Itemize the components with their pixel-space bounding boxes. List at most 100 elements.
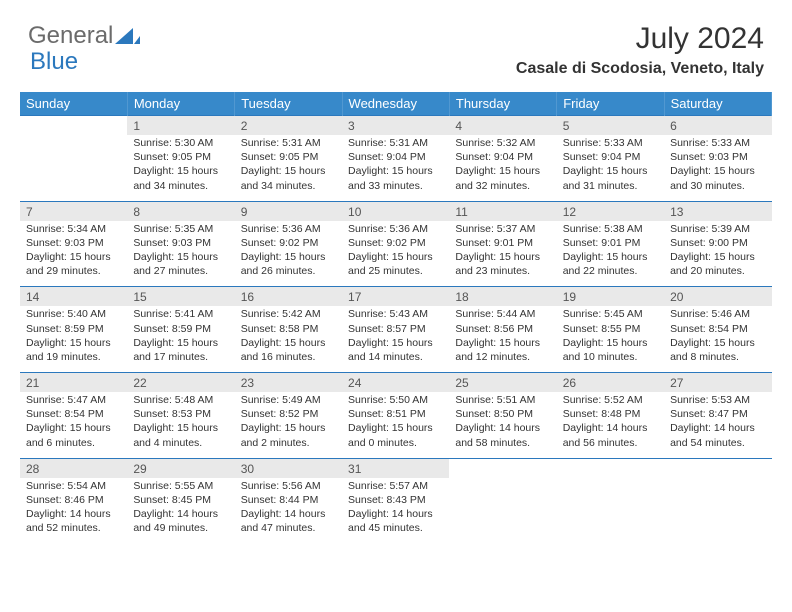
day-cell-number: 31 [342, 458, 449, 478]
day-cell-number: 7 [20, 201, 127, 221]
day-number: 17 [342, 287, 449, 306]
sunset-text: Sunset: 9:03 PM [133, 236, 228, 250]
day-info: Sunrise: 5:50 AMSunset: 8:51 PMDaylight:… [348, 393, 443, 450]
daylight-text: Daylight: 15 hours and 31 minutes. [563, 164, 658, 192]
day-cell-info: Sunrise: 5:47 AMSunset: 8:54 PMDaylight:… [20, 392, 127, 458]
day-number: 20 [664, 287, 771, 306]
daylight-text: Daylight: 15 hours and 22 minutes. [563, 250, 658, 278]
sunrise-text: Sunrise: 5:40 AM [26, 307, 121, 321]
day-cell-number: 26 [557, 373, 664, 393]
day-cell-number: 4 [449, 116, 556, 136]
day-info: Sunrise: 5:43 AMSunset: 8:57 PMDaylight:… [348, 307, 443, 364]
sunset-text: Sunset: 9:04 PM [348, 150, 443, 164]
sunrise-text: Sunrise: 5:51 AM [455, 393, 550, 407]
sunrise-text: Sunrise: 5:34 AM [26, 222, 121, 236]
daylight-text: Daylight: 15 hours and 20 minutes. [670, 250, 765, 278]
day-cell-number [664, 458, 771, 478]
daylight-text: Daylight: 15 hours and 17 minutes. [133, 336, 228, 364]
sunset-text: Sunset: 9:03 PM [26, 236, 121, 250]
day-number: 21 [20, 373, 127, 392]
day-number: 24 [342, 373, 449, 392]
day-cell-info: Sunrise: 5:38 AMSunset: 9:01 PMDaylight:… [557, 221, 664, 287]
day-info: Sunrise: 5:41 AMSunset: 8:59 PMDaylight:… [133, 307, 228, 364]
logo-mark-icon [115, 26, 141, 46]
day-info: Sunrise: 5:33 AMSunset: 9:03 PMDaylight:… [670, 136, 765, 193]
sunset-text: Sunset: 9:00 PM [670, 236, 765, 250]
day-info: Sunrise: 5:34 AMSunset: 9:03 PMDaylight:… [26, 222, 121, 279]
day-number: 18 [449, 287, 556, 306]
day-number: 23 [235, 373, 342, 392]
sunrise-text: Sunrise: 5:54 AM [26, 479, 121, 493]
day-cell-info: Sunrise: 5:54 AMSunset: 8:46 PMDaylight:… [20, 478, 127, 544]
sunrise-text: Sunrise: 5:43 AM [348, 307, 443, 321]
sunset-text: Sunset: 9:02 PM [241, 236, 336, 250]
day-info: Sunrise: 5:32 AMSunset: 9:04 PMDaylight:… [455, 136, 550, 193]
sunset-text: Sunset: 8:50 PM [455, 407, 550, 421]
day-info: Sunrise: 5:48 AMSunset: 8:53 PMDaylight:… [133, 393, 228, 450]
week-info-row: Sunrise: 5:40 AMSunset: 8:59 PMDaylight:… [20, 306, 772, 372]
sunrise-text: Sunrise: 5:33 AM [670, 136, 765, 150]
day-cell-number: 30 [235, 458, 342, 478]
daylight-text: Daylight: 15 hours and 19 minutes. [26, 336, 121, 364]
day-info: Sunrise: 5:47 AMSunset: 8:54 PMDaylight:… [26, 393, 121, 450]
day-number: 3 [342, 116, 449, 135]
sunrise-text: Sunrise: 5:44 AM [455, 307, 550, 321]
day-cell-number: 12 [557, 201, 664, 221]
sunset-text: Sunset: 9:04 PM [563, 150, 658, 164]
day-cell-info: Sunrise: 5:31 AMSunset: 9:05 PMDaylight:… [235, 135, 342, 201]
day-cell-info: Sunrise: 5:33 AMSunset: 9:03 PMDaylight:… [664, 135, 771, 201]
sunrise-text: Sunrise: 5:31 AM [348, 136, 443, 150]
day-info: Sunrise: 5:49 AMSunset: 8:52 PMDaylight:… [241, 393, 336, 450]
sunset-text: Sunset: 8:46 PM [26, 493, 121, 507]
logo-text-blue: Blue [30, 48, 78, 75]
day-cell-number: 25 [449, 373, 556, 393]
day-cell-number: 16 [235, 287, 342, 307]
day-info: Sunrise: 5:55 AMSunset: 8:45 PMDaylight:… [133, 479, 228, 536]
daylight-text: Daylight: 15 hours and 30 minutes. [670, 164, 765, 192]
day-cell-number: 28 [20, 458, 127, 478]
day-cell-info: Sunrise: 5:43 AMSunset: 8:57 PMDaylight:… [342, 306, 449, 372]
sunset-text: Sunset: 9:01 PM [563, 236, 658, 250]
sunset-text: Sunset: 8:59 PM [26, 322, 121, 336]
day-cell-number: 22 [127, 373, 234, 393]
day-info: Sunrise: 5:51 AMSunset: 8:50 PMDaylight:… [455, 393, 550, 450]
sunrise-text: Sunrise: 5:47 AM [26, 393, 121, 407]
day-number: 7 [20, 202, 127, 221]
day-cell-number: 1 [127, 116, 234, 136]
sunrise-text: Sunrise: 5:37 AM [455, 222, 550, 236]
day-cell-info: Sunrise: 5:34 AMSunset: 9:03 PMDaylight:… [20, 221, 127, 287]
sunset-text: Sunset: 8:59 PM [133, 322, 228, 336]
sunset-text: Sunset: 8:57 PM [348, 322, 443, 336]
day-number: 28 [20, 459, 127, 478]
sunrise-text: Sunrise: 5:41 AM [133, 307, 228, 321]
day-number: 27 [664, 373, 771, 392]
day-header: Wednesday [342, 92, 449, 116]
day-number: 19 [557, 287, 664, 306]
logo-text-general: General [28, 22, 113, 50]
daylight-text: Daylight: 15 hours and 2 minutes. [241, 421, 336, 449]
day-cell-info: Sunrise: 5:57 AMSunset: 8:43 PMDaylight:… [342, 478, 449, 544]
daylight-text: Daylight: 14 hours and 47 minutes. [241, 507, 336, 535]
sunset-text: Sunset: 8:44 PM [241, 493, 336, 507]
day-number: 29 [127, 459, 234, 478]
day-info: Sunrise: 5:57 AMSunset: 8:43 PMDaylight:… [348, 479, 443, 536]
day-number: 15 [127, 287, 234, 306]
day-cell-number: 14 [20, 287, 127, 307]
week-daynum-row: 123456 [20, 116, 772, 136]
day-info: Sunrise: 5:56 AMSunset: 8:44 PMDaylight:… [241, 479, 336, 536]
daylight-text: Daylight: 15 hours and 34 minutes. [133, 164, 228, 192]
day-cell-number: 13 [664, 201, 771, 221]
sunrise-text: Sunrise: 5:32 AM [455, 136, 550, 150]
sunrise-text: Sunrise: 5:46 AM [670, 307, 765, 321]
day-cell-number: 29 [127, 458, 234, 478]
day-number: 1 [127, 116, 234, 135]
week-daynum-row: 78910111213 [20, 201, 772, 221]
daylight-text: Daylight: 15 hours and 27 minutes. [133, 250, 228, 278]
week-info-row: Sunrise: 5:47 AMSunset: 8:54 PMDaylight:… [20, 392, 772, 458]
day-info: Sunrise: 5:52 AMSunset: 8:48 PMDaylight:… [563, 393, 658, 450]
day-number: 12 [557, 202, 664, 221]
sunrise-text: Sunrise: 5:36 AM [348, 222, 443, 236]
day-number: 25 [449, 373, 556, 392]
daylight-text: Daylight: 14 hours and 49 minutes. [133, 507, 228, 535]
day-cell-info: Sunrise: 5:30 AMSunset: 9:05 PMDaylight:… [127, 135, 234, 201]
